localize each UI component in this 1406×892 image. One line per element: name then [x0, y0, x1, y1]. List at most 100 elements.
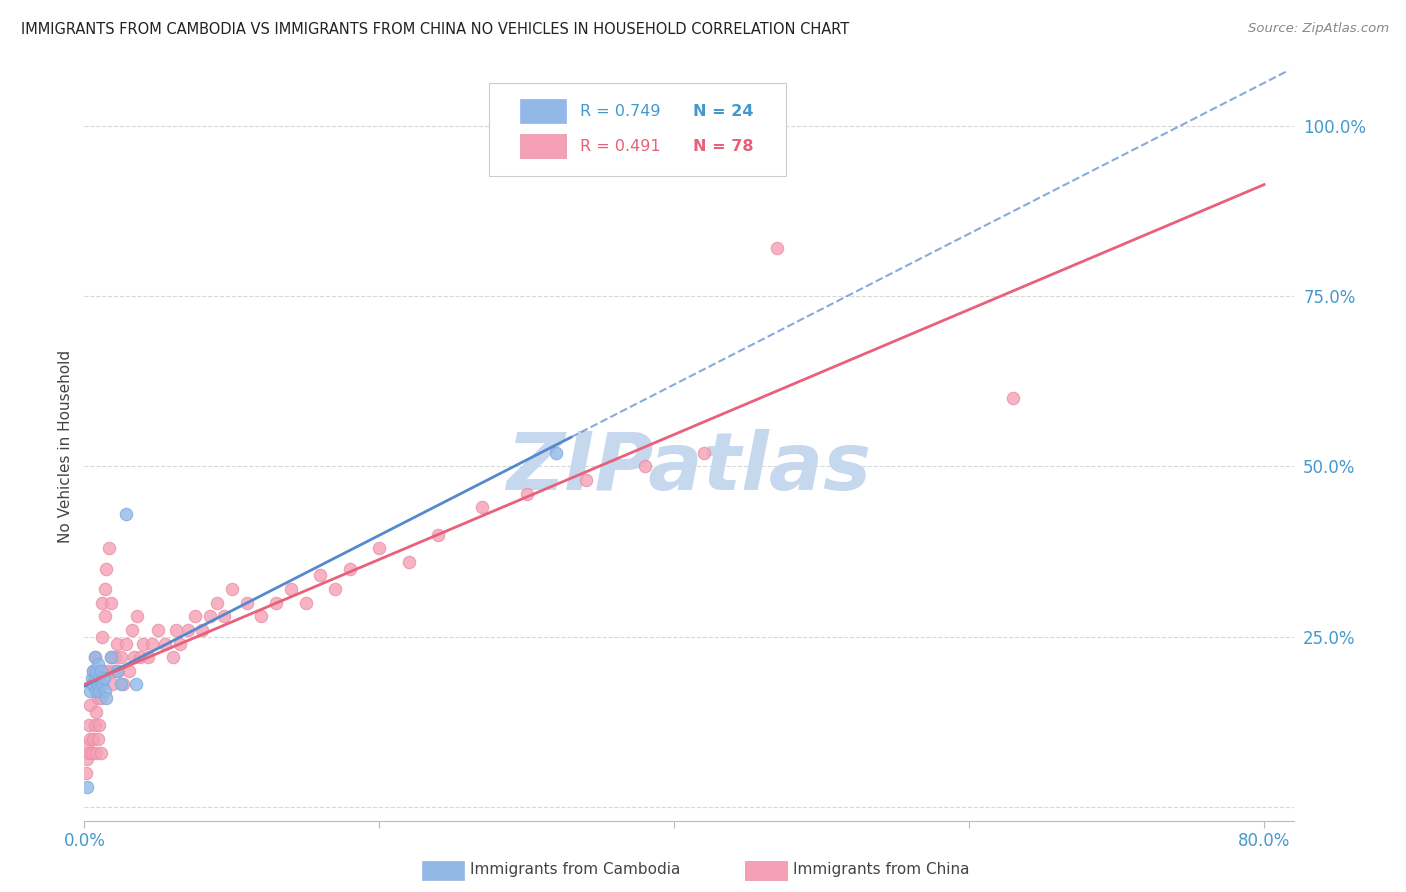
Point [86, 657, 108, 671]
Point [221, 582, 243, 596]
Point [117, 664, 139, 678]
Point [80, 677, 103, 691]
Text: N = 78: N = 78 [693, 139, 754, 153]
Point [84, 677, 107, 691]
Point [82, 731, 104, 746]
Point [84, 664, 107, 678]
Point [82, 664, 104, 678]
Text: IMMIGRANTS FROM CAMBODIA VS IMMIGRANTS FROM CHINA NO VEHICLES IN HOUSEHOLD CORRE: IMMIGRANTS FROM CAMBODIA VS IMMIGRANTS F… [21, 22, 849, 37]
Point [184, 609, 207, 624]
Text: R = 0.749: R = 0.749 [581, 103, 661, 119]
Point [339, 561, 361, 575]
Point [84, 705, 107, 719]
Point [121, 623, 143, 637]
Point [98, 541, 121, 556]
Point [155, 636, 177, 650]
Point [132, 636, 155, 650]
Point [83, 650, 105, 665]
Point [94, 609, 117, 624]
Point [90, 664, 112, 678]
Point [87, 718, 110, 732]
Point [235, 596, 257, 610]
Point [146, 623, 169, 637]
Point [91, 677, 114, 691]
Point [79, 698, 101, 712]
Point [516, 486, 538, 500]
Point [94, 684, 117, 698]
Point [368, 541, 391, 556]
Point [75, 766, 97, 780]
Point [124, 650, 146, 665]
Point [280, 582, 302, 596]
Point [546, 446, 568, 460]
Point [198, 609, 221, 624]
Point [83, 718, 105, 732]
Text: N = 24: N = 24 [693, 103, 754, 119]
Point [93, 671, 115, 685]
Point [136, 650, 159, 665]
Point [94, 582, 117, 596]
Point [294, 596, 316, 610]
Point [114, 507, 136, 521]
Point [100, 650, 122, 665]
Text: ZIPatlas: ZIPatlas [506, 429, 872, 508]
Point [82, 677, 104, 691]
Point [80, 746, 103, 760]
FancyBboxPatch shape [520, 99, 565, 123]
Point [191, 623, 214, 637]
Y-axis label: No Vehicles in Household: No Vehicles in Household [58, 350, 73, 542]
Point [76, 739, 98, 753]
Point [323, 582, 346, 596]
Point [83, 671, 105, 685]
Point [86, 691, 108, 706]
Point [77, 718, 100, 732]
Point [205, 596, 228, 610]
Point [101, 677, 124, 691]
FancyBboxPatch shape [520, 135, 565, 158]
Point [87, 664, 110, 678]
Point [634, 459, 657, 474]
Point [87, 671, 110, 685]
Point [90, 746, 112, 760]
Point [76, 752, 98, 766]
Point [100, 596, 122, 610]
Point [105, 664, 128, 678]
Text: R = 0.491: R = 0.491 [581, 139, 661, 153]
Point [82, 664, 104, 678]
Point [91, 596, 114, 610]
Text: Source: ZipAtlas.com: Source: ZipAtlas.com [1249, 22, 1389, 36]
Point [250, 609, 273, 624]
Point [162, 650, 184, 665]
Point [103, 664, 125, 678]
Point [264, 596, 287, 610]
Text: Immigrants from Cambodia: Immigrants from Cambodia [470, 863, 681, 877]
Point [84, 746, 107, 760]
Point [105, 636, 128, 650]
Point [79, 684, 101, 698]
Point [471, 500, 494, 515]
Point [96, 691, 118, 706]
Point [86, 731, 108, 746]
Point [127, 609, 149, 624]
Point [76, 780, 98, 794]
Text: Immigrants from China: Immigrants from China [793, 863, 970, 877]
Point [90, 691, 112, 706]
Point [96, 561, 118, 575]
Point [114, 636, 136, 650]
Point [692, 446, 714, 460]
Point [214, 609, 236, 624]
Point [86, 677, 108, 691]
Point [107, 664, 129, 678]
Point [309, 568, 332, 582]
Point [91, 630, 114, 644]
Point [110, 650, 132, 665]
Point [84, 684, 107, 698]
Point [110, 677, 132, 691]
Point [100, 650, 122, 665]
Point [176, 623, 198, 637]
Point [87, 684, 110, 698]
Point [125, 677, 148, 691]
Point [77, 746, 100, 760]
Point [398, 555, 420, 569]
Point [111, 677, 134, 691]
